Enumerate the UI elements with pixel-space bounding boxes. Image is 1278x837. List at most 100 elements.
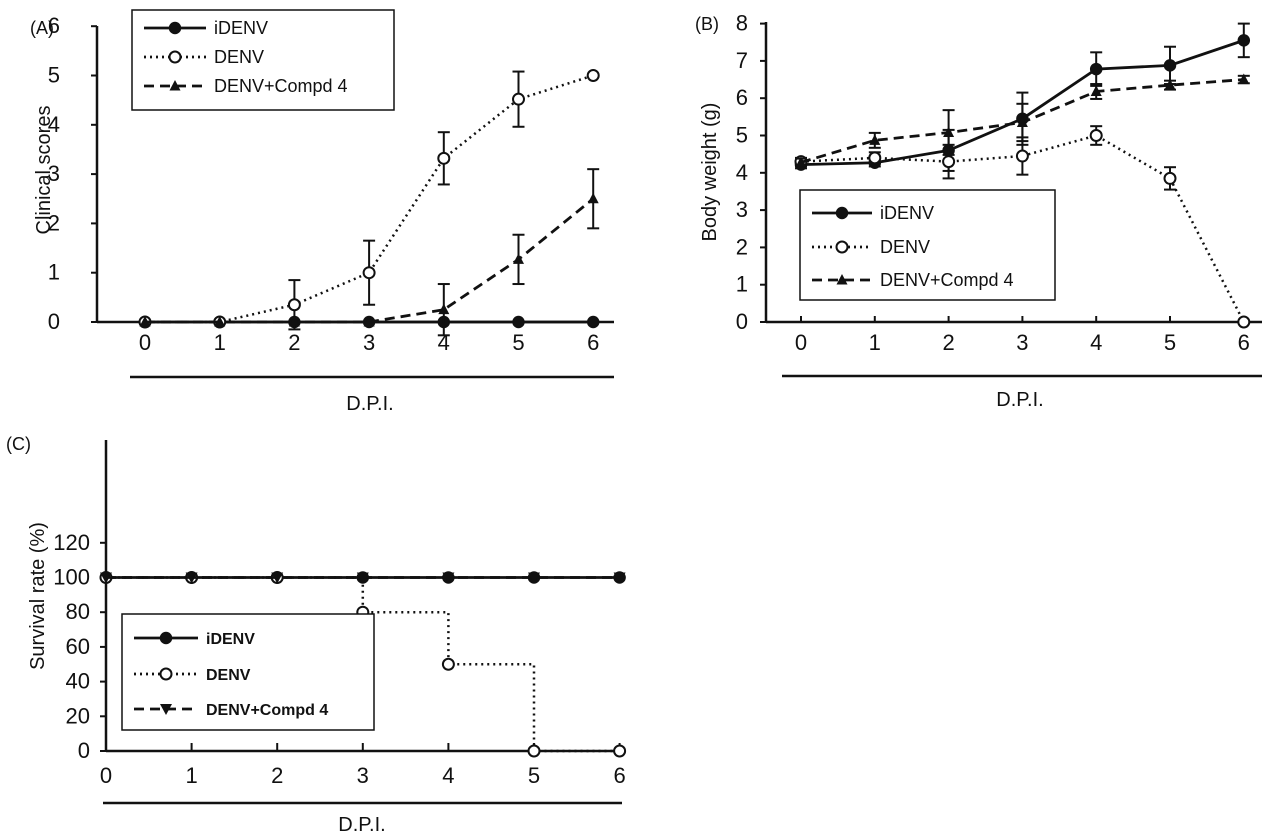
panel-a-ytick-label: 5 [48, 63, 60, 88]
panel-b-xtick-label: 1 [869, 330, 881, 355]
panel-b-data-point [869, 134, 881, 145]
panel-a-legend-marker [168, 21, 182, 35]
panel-b-ytick-label: 7 [736, 48, 748, 73]
panel-a-ylabel: Clinical scores [33, 106, 55, 235]
panel-a-xtick-label: 5 [512, 330, 524, 355]
panel-c-legend-marker [160, 704, 172, 715]
panel-b-data-point [1089, 62, 1103, 76]
panel-b-legend-marker [835, 206, 849, 220]
panel-a-data-point [362, 266, 376, 280]
panel-a-legend-label: DENV+Compd 4 [214, 76, 348, 96]
panel-a-ytick-label: 0 [48, 309, 60, 334]
panel-c-legend: iDENV DENV DENV+Compd 4 [121, 613, 375, 731]
panel-c-xtick-label: 3 [357, 763, 369, 788]
panel-a-data-point [438, 303, 450, 315]
panel-a-legend-label: iDENV [214, 18, 268, 38]
panel-a-data-point [287, 298, 301, 312]
panel-a-xtick-label: 3 [363, 330, 375, 355]
panel-c-data-point [442, 572, 455, 584]
panel-c-series-denv [99, 571, 627, 758]
panel-b-xtick-label: 2 [942, 330, 954, 355]
panel-a-data-point [512, 92, 525, 106]
panel-c-ytick-label: 100 [53, 565, 90, 590]
panel-b-xtick-label: 6 [1238, 330, 1250, 355]
panel-b-ytick-label: 0 [736, 309, 748, 334]
panel-b-body-weight: (B) Body weight (g) D.P.I. 0 1 2 3 4 5 6 7 8 0 1 2 3… [695, 11, 1262, 411]
panel-b-data-point [1016, 116, 1028, 127]
panel-b-data-point [942, 155, 956, 169]
panel-b-xtick-label: 4 [1090, 330, 1102, 355]
panel-c-legend-label: DENV+Compd 4 [206, 702, 328, 719]
panel-c-xtick-label: 2 [271, 763, 283, 788]
panel-a-ytick-label: 6 [48, 13, 60, 38]
panel-b-data-point [1163, 59, 1177, 72]
panel-c-series-line [106, 576, 620, 753]
panel-b-series-denv-compd-4 [795, 73, 1250, 168]
panel-b-legend: iDENV DENV DENV+Compd 4 [799, 189, 1056, 301]
panel-a-data-point [513, 253, 524, 264]
panel-b-xlabel: D.P.I. [996, 389, 1043, 411]
panel-b-xtick-label: 5 [1164, 330, 1176, 355]
panel-a-data-point [363, 316, 375, 327]
panel-c-legend-marker [159, 631, 173, 645]
panel-a-data-point [139, 316, 151, 327]
panel-b-data-point [943, 126, 955, 138]
panel-a-data-point [288, 316, 300, 327]
panel-b-xtick-label: 3 [1016, 330, 1028, 355]
panel-c-ytick-label: 60 [66, 634, 90, 659]
panel-c-xtick-label: 5 [528, 763, 540, 788]
panel-c-data-point [527, 744, 541, 758]
panel-b-data-point [1164, 79, 1176, 90]
panel-a-data-point [586, 315, 600, 329]
panel-b-ytick-label: 4 [736, 160, 748, 185]
panel-c-ytick-label: 20 [66, 703, 90, 728]
panel-b-legend-label: DENV [880, 237, 930, 257]
panel-a-legend-marker [169, 80, 181, 91]
panel-c-data-point [185, 572, 198, 584]
panel-a-ytick-label: 3 [48, 161, 60, 186]
panel-c-ytick-label: 80 [66, 599, 90, 624]
panel-b-data-point [1237, 315, 1251, 329]
panel-b-data-point [868, 151, 882, 165]
panel-c-tick-labels: 0 20 40 60 80 100 120 0 1 2 3 4 5 6 [53, 530, 625, 788]
panel-b-data-point [795, 156, 807, 167]
panel-c-data-point [441, 657, 455, 671]
panel-a-series-denv [138, 69, 600, 331]
panel-a-plot-area [95, 26, 614, 379]
panel-b-legend-marker [835, 240, 849, 254]
panel-b-legend-marker [836, 274, 848, 285]
panel-c-plot-area [99, 440, 627, 805]
panel-c-legend-marker [159, 667, 173, 681]
panel-b-data-point [1237, 34, 1251, 47]
panel-a-legend: iDENV DENV DENV+Compd 4 [131, 9, 395, 111]
panel-c-data-point [271, 572, 284, 584]
panel-c-xtick-label: 4 [442, 763, 454, 788]
panel-c-xtick-label: 0 [100, 763, 112, 788]
panel-a-xtick-label: 1 [214, 330, 226, 355]
panel-c-data-point [528, 572, 540, 584]
panel-a-data-point [586, 69, 600, 82]
panel-c-ylabel: Survival rate (%) [27, 522, 49, 670]
panel-a-ytick-label: 4 [48, 112, 60, 137]
panel-b-ytick-label: 2 [736, 234, 748, 259]
panel-b-plot-area [764, 22, 1262, 378]
panel-a-legend-marker [168, 50, 182, 64]
panel-b-ytick-label: 3 [736, 197, 748, 222]
panel-c-survival-rate: (C) Survival rate (%) D.P.I. 02040608010… [6, 434, 627, 836]
panel-a-data-point [214, 316, 226, 327]
panel-c-data-point [613, 572, 626, 584]
panel-c-ytick-label: 120 [53, 530, 90, 555]
panel-a-ytick-label: 2 [48, 210, 60, 235]
panel-a-data-point [512, 315, 525, 329]
panel-a-label: (A) [30, 18, 54, 38]
panel-a-xtick-label: 0 [139, 330, 151, 355]
panel-b-data-point [1238, 73, 1250, 85]
panel-c-data-point [100, 572, 112, 584]
panel-b-label: (B) [695, 14, 719, 34]
panel-b-data-point [1090, 85, 1102, 96]
panel-c-data-point [356, 572, 369, 584]
panel-c-legend-label: DENV [206, 667, 251, 684]
panel-b-ytick-label: 8 [736, 11, 748, 36]
